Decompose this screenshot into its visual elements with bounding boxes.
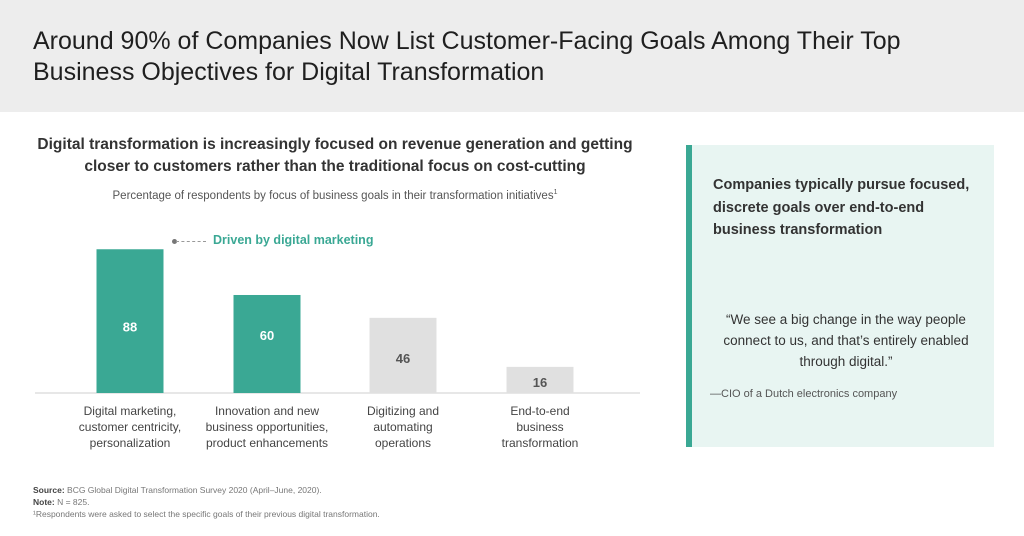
bar-3 xyxy=(369,317,437,393)
bar-value-label-1: 88 xyxy=(123,319,137,334)
chart-subtitle-footnote-mark: 1 xyxy=(553,189,558,196)
note-label: Note: xyxy=(33,497,55,507)
x-tick-label-2: Innovation and new business opportunities… xyxy=(192,403,342,451)
footer-note: Note: N = 825. xyxy=(33,496,633,508)
source-label: Source: xyxy=(33,485,65,495)
x-tick-label-line: business xyxy=(516,420,564,434)
bar-4 xyxy=(506,366,574,393)
side-panel-quote: “We see a big change in the way people c… xyxy=(723,312,969,369)
x-tick-label-line: customer centricity, xyxy=(78,420,182,434)
x-tick-label-3: Digitizing and automating operations xyxy=(328,403,478,451)
chart-title: Digital transformation is increasingly f… xyxy=(37,136,633,175)
bar-value-label-3: 46 xyxy=(396,351,410,366)
x-tick-label-4: End-to-end business transformation xyxy=(465,403,615,451)
x-tick-label-line: Innovation and new xyxy=(214,404,320,418)
chart-subtitle-text: Percentage of respondents by focus of bu… xyxy=(112,189,554,202)
chart-subtitle: Percentage of respondents by focus of bu… xyxy=(20,189,650,202)
side-panel-heading: Companies typically pursue focused, disc… xyxy=(713,177,970,238)
page-title: Around 90% of Companies Now List Custome… xyxy=(33,27,901,86)
x-tick-label-line: automating xyxy=(373,420,433,434)
source-text: BCG Global Digital Transformation Survey… xyxy=(67,485,322,495)
footer-notes: Source: BCG Global Digital Transformatio… xyxy=(33,484,633,520)
x-tick-label-line: personalization xyxy=(89,436,171,450)
side-panel: Companies typically pursue focused, disc… xyxy=(686,145,994,447)
bar-value-label-4: 16 xyxy=(533,375,547,390)
bar-chart: 88 60 46 16 xyxy=(35,249,640,394)
note-text: N = 825. xyxy=(57,497,90,507)
x-tick-label-line: Digital marketing, xyxy=(83,404,177,418)
annotation-leader-line xyxy=(176,241,206,242)
x-tick-label-line: product enhancements xyxy=(205,436,329,450)
x-tick-label-line: operations xyxy=(374,436,432,450)
side-panel-attribution: —CIO of a Dutch electronics company xyxy=(710,388,898,400)
x-tick-label-line: business opportunities, xyxy=(205,420,329,434)
bar-2 xyxy=(233,294,301,393)
footer-footnote: ¹Respondents were asked to select the sp… xyxy=(33,509,380,519)
annotation-dot xyxy=(172,239,177,244)
header-banner: Around 90% of Companies Now List Custome… xyxy=(0,0,1024,112)
x-tick-label-line: transformation xyxy=(501,436,579,450)
footer-source: Source: BCG Global Digital Transformatio… xyxy=(33,484,633,496)
x-tick-label-line: End-to-end xyxy=(510,404,570,418)
bar-1 xyxy=(96,249,164,393)
x-tick-label-line: Digitizing and xyxy=(366,404,440,418)
x-tick-label-1: Digital marketing, customer centricity, pe… xyxy=(55,403,205,451)
bar-value-label-2: 60 xyxy=(260,328,274,343)
annotation-driven-by-digital-marketing: Driven by digital marketing xyxy=(213,233,374,247)
